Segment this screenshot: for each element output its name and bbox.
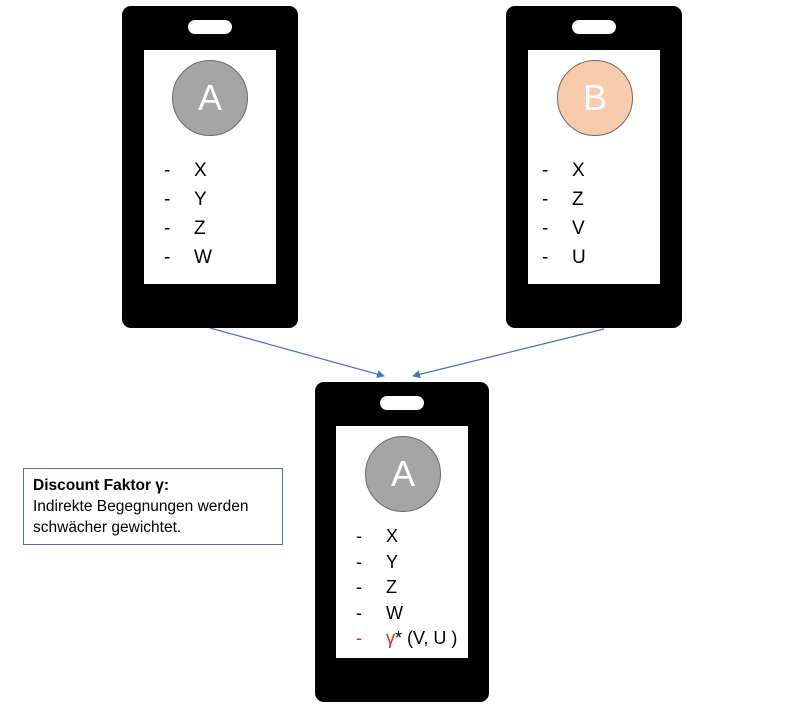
avatar-letter: A: [390, 453, 415, 494]
list-item: -Z: [356, 577, 397, 597]
avatar: A: [172, 60, 248, 136]
avatar-letter: A: [197, 77, 222, 118]
arrow-from-phone-a: [209, 327, 385, 378]
gamma-symbol: γ: [386, 628, 395, 648]
list-item: -V: [542, 218, 585, 239]
avatar: B: [557, 60, 633, 136]
phone-a-merged: A -X -Y -Z -W - γ* (V, U ): [315, 382, 489, 702]
note-title: Discount Faktor γ:: [33, 477, 170, 494]
phone-b: B -X -Z -V -U: [506, 6, 682, 328]
list-item: -W: [356, 602, 403, 623]
list-item: -X: [356, 526, 399, 546]
list-item: -X: [542, 160, 585, 181]
phone-speaker: [572, 20, 616, 34]
avatar-letter: B: [582, 77, 607, 118]
phone-a: A -X -Y -Z -W: [122, 6, 298, 328]
note-body: Indirekte Begegnungen werden schwächer g…: [33, 498, 249, 536]
phone-screen: B -X -Z -V -U: [528, 50, 660, 284]
list-item: -U: [542, 247, 586, 268]
phone-screen: A -X -Y -Z -W - γ* (V, U ): [336, 426, 468, 658]
contact-list: -X -Y -Z -W: [164, 156, 274, 272]
list-item: -Z: [164, 218, 206, 239]
arrow-from-phone-b: [412, 328, 605, 379]
list-item: -Z: [542, 189, 584, 210]
phone-speaker: [380, 396, 424, 410]
list-item: -Y: [164, 189, 207, 210]
list-item: -Y: [356, 551, 399, 572]
discount-note-box: Discount Faktor γ: Indirekte Begegnungen…: [23, 468, 283, 545]
list-item: -X: [164, 160, 207, 181]
phone-screen: A -X -Y -Z -W: [144, 50, 276, 284]
discount-list-item: - γ* (V, U ): [356, 628, 458, 648]
contact-list: -X -Y -Z -W - γ* (V, U ): [356, 524, 468, 652]
phone-speaker: [188, 20, 232, 34]
avatar: A: [365, 436, 441, 512]
list-item: -W: [164, 247, 212, 268]
discount-terms: * (V, U ): [395, 628, 458, 648]
contact-list: -X -Z -V -U: [542, 156, 652, 272]
